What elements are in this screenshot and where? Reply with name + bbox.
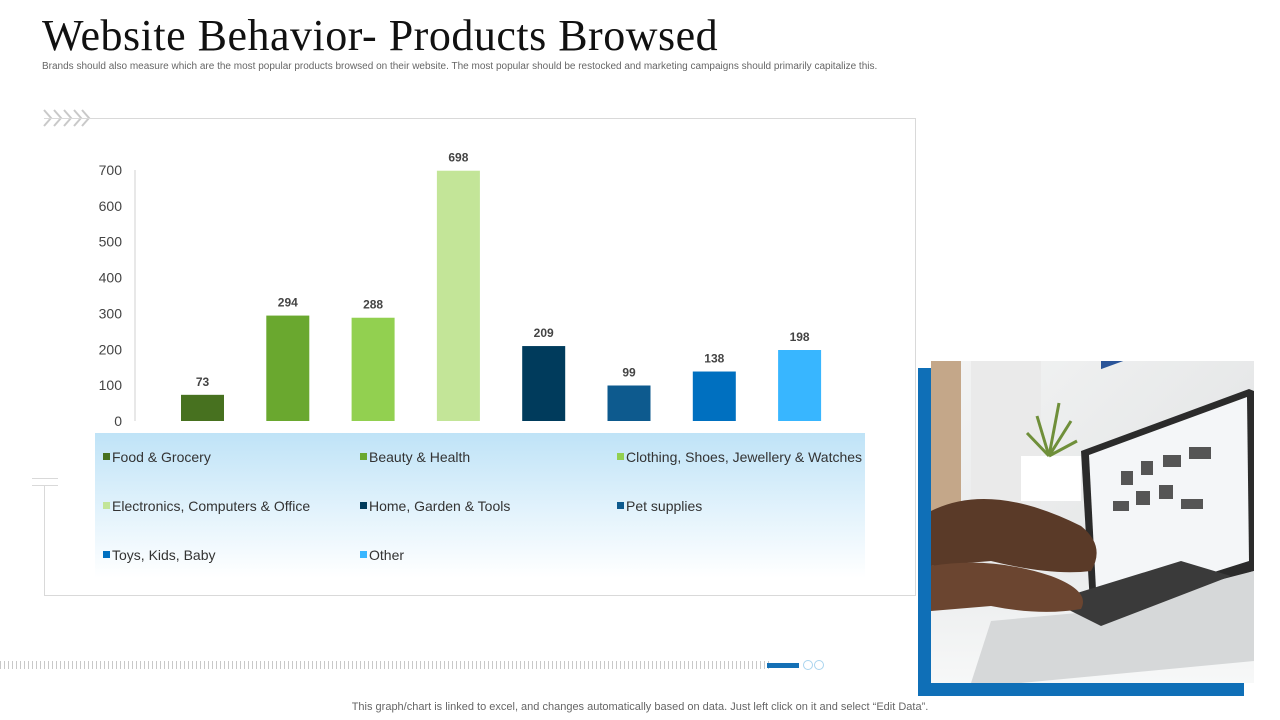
legend-item[interactable]: Clothing, Shoes, Jewellery & Watches xyxy=(626,449,862,465)
data-label: 698 xyxy=(448,151,468,165)
legend-item[interactable]: Pet supplies xyxy=(626,498,702,514)
data-label: 198 xyxy=(790,330,810,344)
legend-item[interactable]: Beauty & Health xyxy=(369,449,470,465)
chart-legend[interactable] xyxy=(95,433,865,578)
legend-swatch xyxy=(360,551,367,558)
slide-dot xyxy=(803,660,813,670)
laptop-shopping-photo xyxy=(931,361,1254,683)
y-tick-label: 200 xyxy=(99,341,123,357)
data-label: 99 xyxy=(622,366,636,380)
legend-swatch xyxy=(103,551,110,558)
progress-strip xyxy=(0,661,770,669)
bar[interactable] xyxy=(351,317,395,421)
legend-item[interactable]: Food & Grocery xyxy=(112,449,211,465)
y-tick-label: 0 xyxy=(114,413,122,429)
legend-item[interactable]: Toys, Kids, Baby xyxy=(112,547,216,563)
legend-item[interactable]: Electronics, Computers & Office xyxy=(112,498,310,514)
y-tick-label: 400 xyxy=(99,270,123,286)
y-tick-label: 300 xyxy=(99,305,123,321)
legend-item[interactable]: Other xyxy=(369,547,404,563)
data-label: 73 xyxy=(196,375,210,389)
frame-divider xyxy=(32,485,58,486)
legend-swatch xyxy=(617,502,624,509)
data-label: 209 xyxy=(534,326,554,340)
legend-swatch xyxy=(103,502,110,509)
page-title: Website Behavior- Products Browsed xyxy=(42,11,719,60)
bar[interactable] xyxy=(436,170,480,421)
data-label: 294 xyxy=(278,296,298,310)
progress-indicator xyxy=(767,663,799,668)
bar[interactable] xyxy=(692,371,736,421)
bar[interactable] xyxy=(607,385,651,421)
page-subtitle: Brands should also measure which are the… xyxy=(42,61,878,72)
bar[interactable] xyxy=(522,346,566,421)
data-label: 138 xyxy=(704,352,724,366)
legend-swatch xyxy=(103,453,110,460)
bar[interactable] xyxy=(266,315,310,421)
legend-swatch xyxy=(360,502,367,509)
footer-note: This graph/chart is linked to excel, and… xyxy=(351,701,929,713)
y-tick-label: 700 xyxy=(99,162,123,178)
bar[interactable] xyxy=(778,350,822,421)
chart-frame xyxy=(44,118,916,596)
y-tick-label: 100 xyxy=(99,377,123,393)
frame-divider xyxy=(32,478,58,479)
y-tick-label: 600 xyxy=(99,198,123,214)
legend-swatch xyxy=(360,453,367,460)
frame-divider xyxy=(44,486,45,596)
legend-swatch xyxy=(617,453,624,460)
slide-dot xyxy=(814,660,824,670)
bar-chart[interactable]: 0 100 200 300 400 500 600 700 73 294 288 698 209 99 13… xyxy=(0,0,920,600)
data-label: 288 xyxy=(363,298,383,312)
bar[interactable] xyxy=(181,394,224,421)
y-tick-label: 500 xyxy=(99,234,123,250)
legend-item[interactable]: Home, Garden & Tools xyxy=(369,498,510,514)
